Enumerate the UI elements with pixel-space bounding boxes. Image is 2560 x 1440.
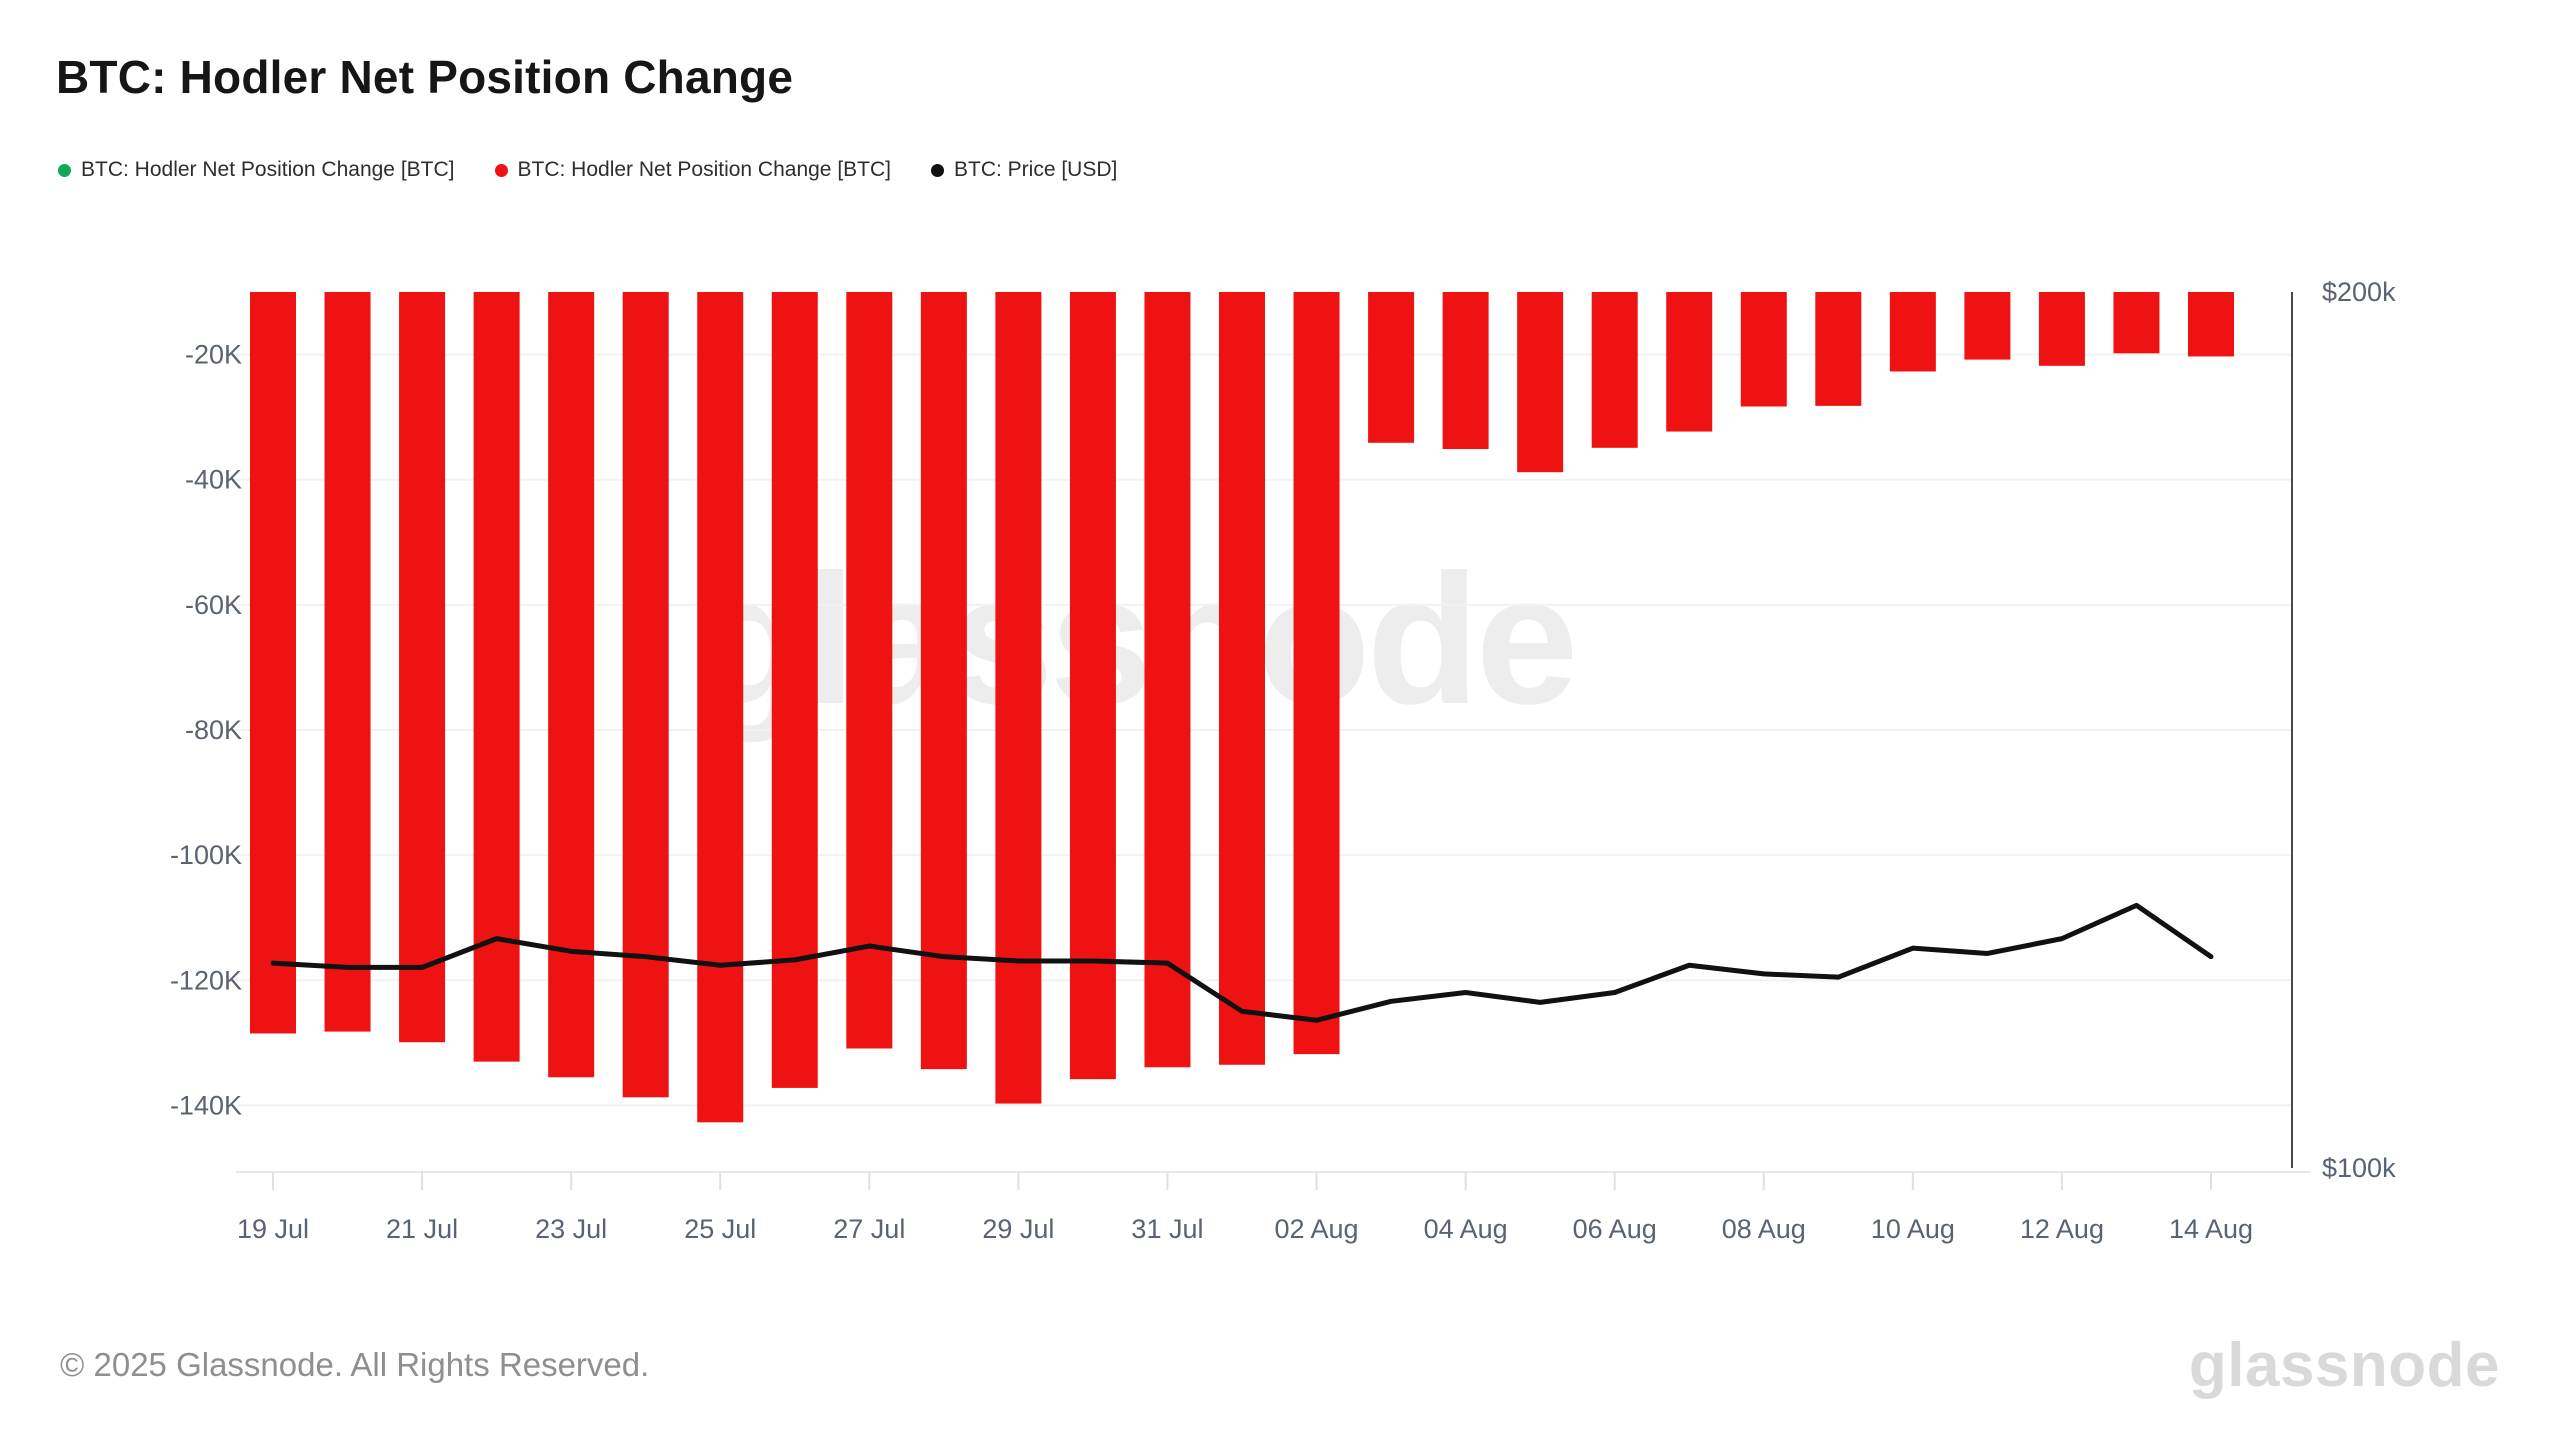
hodler-net-position-bar (2188, 292, 2234, 357)
btc-price-line (270, 902, 2214, 1023)
page-title: BTC: Hodler Net Position Change (56, 51, 794, 103)
copyright-text: © 2025 Glassnode. All Rights Reserved. (60, 1346, 650, 1383)
x-axis-tick-label: 06 Aug (1573, 1214, 1657, 1244)
hodler-net-position-bar (1889, 292, 1936, 372)
hodler-net-position-bar (250, 292, 296, 1034)
hodler-net-position-bar (697, 292, 744, 1123)
legend-item-hodler-net-position-green[interactable]: BTC: Hodler Net Position Change [BTC] (58, 158, 455, 182)
hodler-net-position-bar (1964, 292, 2011, 360)
green-series-dot-icon (58, 163, 71, 177)
y-axis-tick-label: -120K (170, 965, 242, 995)
hodler-net-position-bar (1069, 292, 1116, 1080)
hodler-net-position-bar (548, 292, 595, 1078)
legend-item-label: BTC: Price [USD] (954, 158, 1118, 181)
hodler-net-position-bar (473, 292, 520, 1062)
red-series-dot-icon (494, 163, 508, 177)
x-axis-tick-label: 29 Jul (982, 1214, 1054, 1244)
x-axis-tick-label: 25 Jul (684, 1214, 756, 1244)
x-axis-tick-label: 19 Jul (237, 1214, 309, 1244)
hodler-net-position-bar (1591, 292, 1638, 448)
hodler-net-position-bar (1368, 292, 1415, 443)
hodler-net-position-bar (1815, 292, 1862, 406)
hodler-net-position-bar (1144, 292, 1191, 1068)
x-axis-tick-label: 12 Aug (2020, 1214, 2104, 1244)
x-axis-tick-label: 21 Jul (386, 1214, 458, 1244)
y-axis-tick-label: -40K (185, 465, 242, 495)
legend-item-label: BTC: Hodler Net Position Change [BTC] (81, 158, 455, 181)
glassnode-watermark: glassnode (695, 537, 1579, 743)
x-axis-tick-label: 31 Jul (1131, 1214, 1203, 1244)
hodler-net-position-bar (324, 292, 371, 1032)
hodler-net-position-bar (1517, 292, 1564, 473)
price-axis-tick-label: $100k (2322, 1153, 2396, 1183)
hodler-net-position-bar (920, 292, 967, 1070)
hodler-net-position-bar (846, 292, 893, 1049)
x-axis-tick-label: 10 Aug (1871, 1214, 1955, 1244)
x-axis-tick-label: 23 Jul (535, 1214, 607, 1244)
legend-item-btc-price[interactable]: BTC: Price [USD] (931, 158, 1117, 182)
x-axis-tick-label: 04 Aug (1424, 1214, 1508, 1244)
x-axis-tick-label: 02 Aug (1274, 1214, 1358, 1244)
hodler-net-position-bar (771, 292, 818, 1088)
glassnode-logo: glassnode (2188, 1331, 2500, 1400)
hodler-net-position-bar (1740, 292, 1787, 407)
x-axis-tick-label: 27 Jul (833, 1214, 905, 1244)
x-axis-tick-label: 08 Aug (1722, 1214, 1806, 1244)
y-axis-tick-label: -100K (170, 840, 242, 870)
hodler-net-position-bar (995, 292, 1042, 1104)
hodler-net-position-bar (2038, 292, 2085, 366)
black-series-dot-icon (931, 163, 944, 177)
price-axis-tick-label: $200k (2322, 277, 2396, 307)
legend: BTC: Hodler Net Position Change [BTC] BT… (58, 158, 1117, 182)
hodler-net-position-bar (622, 292, 669, 1098)
legend-item-label: BTC: Hodler Net Position Change [BTC] (517, 158, 892, 181)
hodler-net-position-bar (399, 292, 446, 1043)
hodler-net-position-bar (1219, 292, 1265, 1065)
y-axis-tick-label: -60K (185, 590, 242, 620)
hodler-net-position-bar (2113, 292, 2160, 354)
hodler-net-position-bar (1293, 292, 1340, 1055)
y-axis-tick-label: -20K (185, 340, 242, 370)
hodler-net-position-bar (1666, 292, 1713, 432)
x-axis-tick-label: 14 Aug (2169, 1214, 2253, 1244)
legend-item-hodler-net-position-red[interactable]: BTC: Hodler Net Position Change [BTC] (494, 158, 892, 182)
y-axis-tick-label: -80K (185, 715, 242, 745)
hodler-net-position-bar (1442, 292, 1489, 450)
y-axis-tick-label: -140K (170, 1090, 242, 1120)
